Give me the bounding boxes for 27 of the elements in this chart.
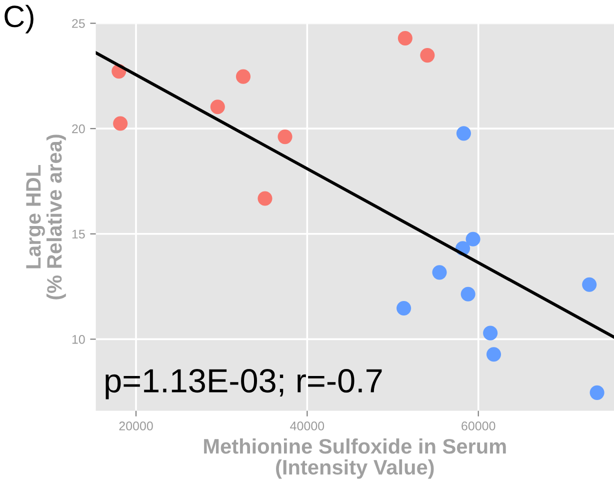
point [210, 100, 225, 114]
x-tick-label: 40000 [290, 422, 324, 430]
point [582, 277, 597, 292]
y-tick-label: 20 [72, 124, 85, 134]
point [483, 326, 498, 340]
x-tick-label: 60000 [462, 422, 496, 430]
point [456, 126, 471, 141]
x-axis-title: Methionine Sulfoxide in Serum (Intensity Value) [204, 438, 506, 479]
annotation: p=1.13E-03; r=-0.7 [106, 369, 382, 400]
point [420, 48, 435, 63]
y-tick-label: 25 [72, 19, 85, 28]
point [432, 265, 447, 280]
point [486, 347, 502, 362]
point [258, 191, 272, 206]
point [460, 286, 476, 302]
point [113, 116, 128, 131]
text: C) [4, 4, 34, 34]
point [236, 69, 251, 84]
y-axis-title: Large HDL (% Relative area) [26, 134, 66, 300]
point [278, 130, 292, 144]
point [398, 30, 412, 46]
point [590, 385, 604, 400]
point [466, 232, 480, 246]
x-tick-label: 20000 [119, 422, 153, 430]
y-tick-label: 15 [72, 230, 85, 239]
point [396, 300, 412, 316]
y-tick-label: 10 [72, 334, 85, 344]
